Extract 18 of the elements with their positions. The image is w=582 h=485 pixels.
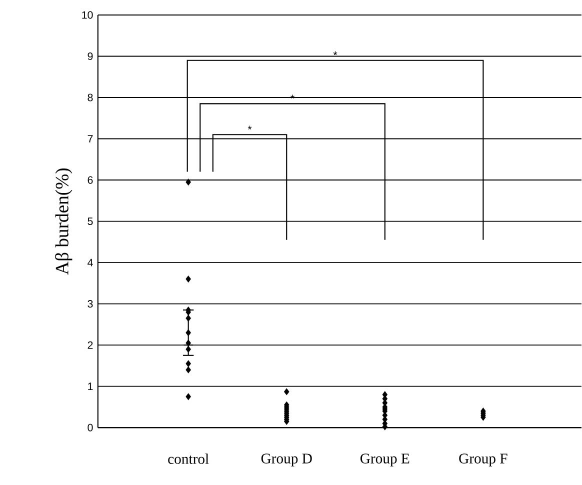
x-tick-label: Group E bbox=[360, 454, 410, 467]
y-tick-label: 0 bbox=[88, 424, 93, 432]
annotation: * bbox=[333, 52, 338, 56]
y-tick-label: 10 bbox=[82, 11, 93, 19]
x-tick-label: Group F bbox=[459, 454, 508, 467]
y-tick-label: 9 bbox=[88, 52, 93, 60]
y-axis-title: Aβ burden(%) bbox=[55, 168, 72, 275]
y-tick-label: 2 bbox=[88, 342, 93, 350]
annotation: * bbox=[248, 126, 252, 130]
x-tick-label: Group D bbox=[261, 454, 312, 467]
y-tick-label: 7 bbox=[88, 135, 93, 143]
y-tick-label: 1 bbox=[88, 382, 93, 390]
y-tick-label: 6 bbox=[88, 176, 93, 184]
x-tick-label: control bbox=[168, 454, 209, 464]
y-tick-label: 4 bbox=[88, 259, 93, 266]
y-tick-label: 5 bbox=[88, 218, 93, 226]
y-tick-label: 8 bbox=[88, 94, 93, 102]
y-tick-label: 3 bbox=[88, 300, 93, 308]
